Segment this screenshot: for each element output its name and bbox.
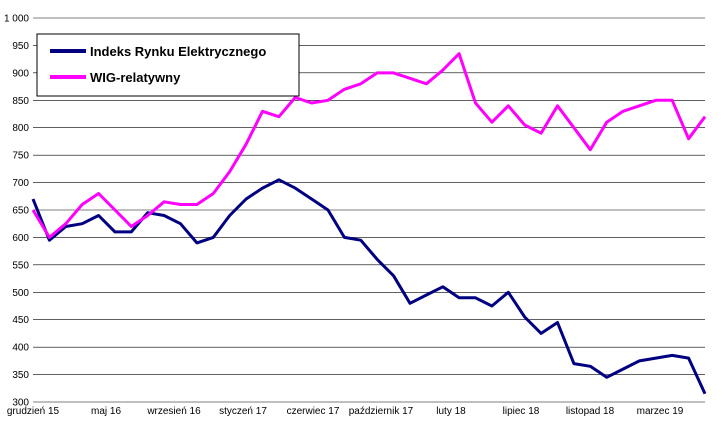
y-tick-label: 600 bbox=[12, 233, 29, 244]
legend-label-wig: WIG-relatywny bbox=[90, 70, 181, 85]
y-tick-label: 400 bbox=[12, 343, 29, 354]
y-tick-label: 750 bbox=[12, 151, 29, 162]
x-tick-label: czerwiec 17 bbox=[287, 406, 340, 417]
x-tick-label: lipiec 18 bbox=[503, 406, 540, 417]
legend-label-ire: Indeks Rynku Elektrycznego bbox=[90, 44, 266, 59]
x-tick-label: wrzesień 16 bbox=[146, 406, 201, 417]
y-tick-label: 700 bbox=[12, 178, 29, 189]
y-tick-label: 650 bbox=[12, 206, 29, 217]
x-tick-label: grudzień 15 bbox=[7, 406, 60, 417]
y-tick-label: 550 bbox=[12, 260, 29, 271]
y-tick-label: 800 bbox=[12, 123, 29, 134]
gridlines bbox=[33, 17, 705, 403]
y-tick-label: 450 bbox=[12, 315, 29, 326]
y-tick-label: 900 bbox=[12, 68, 29, 79]
legend-box bbox=[36, 33, 300, 97]
legend: Indeks Rynku Elektrycznego WIG-relatywny bbox=[36, 33, 300, 97]
y-tick-label: 500 bbox=[12, 288, 29, 299]
x-axis-ticks: grudzień 15 maj 16 wrzesień 16 styczeń 17 cz… bbox=[7, 406, 684, 417]
x-tick-label: luty 18 bbox=[436, 406, 466, 417]
y-axis-ticks: 300 350 400 450 500 550 600 650 700 750 800 850 900 9… bbox=[4, 14, 29, 409]
x-tick-label: marzec 19 bbox=[637, 406, 684, 417]
x-tick-label: styczeń 17 bbox=[219, 406, 267, 417]
series-layer bbox=[31, 52, 707, 395]
x-tick-label: listopad 18 bbox=[566, 406, 615, 417]
series-line-wig bbox=[31, 52, 707, 239]
y-tick-label: 300 bbox=[12, 398, 29, 409]
x-tick-label: październik 17 bbox=[349, 406, 414, 417]
y-tick-label: 350 bbox=[12, 370, 29, 381]
y-tick-label: 850 bbox=[12, 96, 29, 107]
y-tick-label: 950 bbox=[12, 41, 29, 52]
x-tick-label: maj 16 bbox=[91, 406, 121, 417]
y-tick-label: 1 000 bbox=[4, 14, 29, 25]
